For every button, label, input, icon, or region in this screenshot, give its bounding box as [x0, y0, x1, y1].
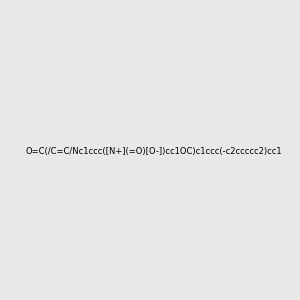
Text: O=C(/C=C/Nc1ccc([N+](=O)[O-])cc1OC)c1ccc(-c2ccccc2)cc1: O=C(/C=C/Nc1ccc([N+](=O)[O-])cc1OC)c1ccc… [26, 147, 282, 156]
